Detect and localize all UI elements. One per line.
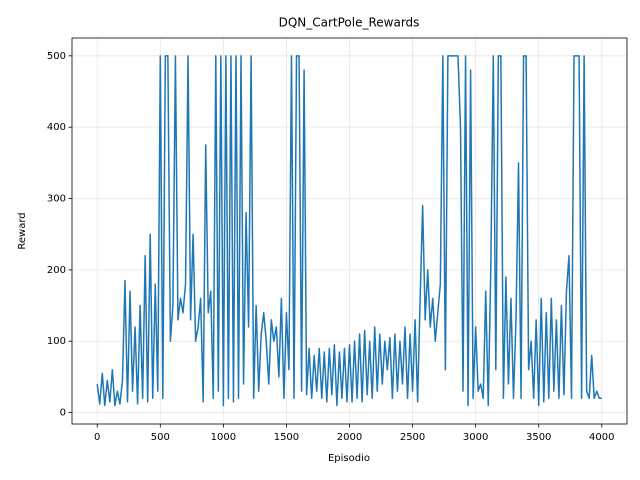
y-tick-label: 0 [60,408,66,419]
x-tick-label: 2000 [337,432,362,443]
x-tick-label: 2500 [400,432,425,443]
x-tick-label: 4000 [589,432,614,443]
x-tick-label: 3500 [526,432,551,443]
y-tick-label: 400 [47,122,66,133]
y-tick-label: 300 [47,194,66,205]
x-tick-label: 1500 [274,432,299,443]
reward-line [96,55,602,407]
y-tick-label: 500 [47,51,66,62]
y-tick-label: 200 [47,265,66,276]
x-tick-label: 500 [151,432,170,443]
y-tick-label: 100 [47,336,66,347]
y-axis-label: Reward [17,212,28,249]
chart-title: DQN_CartPole_Rewards [279,16,420,30]
x-tick-label: 0 [94,432,100,443]
axes-frame [71,37,628,425]
x-axis-label: Episodio [328,453,370,464]
x-tick-label: 1000 [211,432,236,443]
x-tick-label: 3000 [463,432,488,443]
